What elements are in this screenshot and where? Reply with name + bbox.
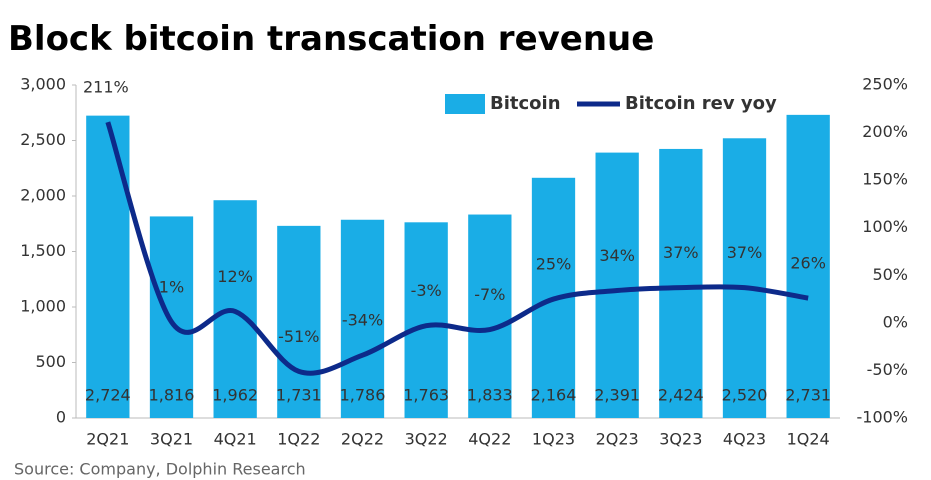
bar bbox=[340, 219, 385, 418]
bar-value-label: 1,763 bbox=[403, 386, 449, 405]
bar-value-label: 2,731 bbox=[785, 386, 831, 405]
x-tick-label: 2Q21 bbox=[86, 430, 129, 449]
legend-label: Bitcoin rev yoy bbox=[625, 93, 777, 114]
line-value-label: 211% bbox=[83, 78, 129, 97]
x-tick-label: 1Q24 bbox=[787, 430, 830, 449]
line-value-label: -3% bbox=[411, 281, 442, 300]
chart-title: Block bitcoin transcation revenue bbox=[8, 19, 654, 59]
y2-tick-label: 250% bbox=[862, 75, 908, 94]
y2-tick-label: 150% bbox=[862, 170, 908, 189]
x-tick-label: 3Q22 bbox=[405, 430, 448, 449]
y2-tick-label: -100% bbox=[856, 408, 908, 427]
y2-tick-label: 100% bbox=[862, 217, 908, 236]
line-value-label: 37% bbox=[663, 243, 699, 262]
bar bbox=[659, 148, 703, 418]
y-tick-label: 2,000 bbox=[20, 186, 66, 205]
x-tick-label: 1Q22 bbox=[277, 430, 320, 449]
bar bbox=[404, 222, 448, 418]
y-tick-label: 2,500 bbox=[20, 130, 66, 149]
bar-value-label: 1,786 bbox=[340, 386, 386, 405]
y2-tick-label: 50% bbox=[872, 265, 908, 284]
y-tick-label: 1,000 bbox=[20, 297, 66, 316]
bar-value-label: 2,164 bbox=[531, 386, 577, 405]
x-tick-label: 1Q23 bbox=[532, 430, 575, 449]
line bbox=[105, 121, 809, 376]
y-tick-label: 500 bbox=[35, 352, 66, 371]
bar bbox=[722, 138, 767, 418]
bar-value-label: 2,424 bbox=[658, 386, 704, 405]
line-value-label: -7% bbox=[474, 285, 505, 304]
line-value-label: -51% bbox=[278, 327, 319, 346]
line-value-label: 25% bbox=[536, 255, 572, 274]
x-tick-label: 4Q21 bbox=[214, 430, 257, 449]
bar bbox=[595, 152, 639, 418]
bar-value-label: 1,816 bbox=[149, 386, 195, 405]
line-value-label: 34% bbox=[599, 246, 635, 265]
bar-value-label: 2,391 bbox=[594, 386, 640, 405]
bar-value-label: 2,520 bbox=[722, 386, 768, 405]
bar-value-label: 1,731 bbox=[276, 386, 322, 405]
x-tick-label: 2Q22 bbox=[341, 430, 384, 449]
x-tick-label: 2Q23 bbox=[596, 430, 639, 449]
bar bbox=[277, 225, 321, 418]
y2-tick-label: 200% bbox=[862, 122, 908, 141]
bar-value-label: 1,962 bbox=[212, 386, 258, 405]
bar bbox=[86, 115, 130, 419]
bar-value-label: 2,724 bbox=[85, 386, 131, 405]
y-tick-label: 3,000 bbox=[20, 75, 66, 94]
line-value-label: 12% bbox=[217, 267, 253, 286]
legend-label: Bitcoin bbox=[490, 93, 561, 114]
line-value-label: -34% bbox=[342, 311, 383, 330]
line-value-label: 37% bbox=[727, 243, 763, 262]
x-tick-label: 4Q22 bbox=[468, 430, 511, 449]
legend-swatch bbox=[445, 94, 485, 114]
x-tick-label: 3Q23 bbox=[659, 430, 702, 449]
y2-tick-label: 0% bbox=[883, 312, 908, 331]
y2-tick-label: -50% bbox=[867, 360, 908, 379]
y-tick-label: 1,500 bbox=[20, 241, 66, 260]
source: Source: Company, Dolphin Research bbox=[14, 460, 306, 479]
line-value-label: 26% bbox=[790, 254, 826, 273]
line-value-label: 1% bbox=[159, 277, 184, 296]
bar bbox=[786, 114, 830, 418]
y-tick-label: 0 bbox=[56, 408, 66, 427]
x-tick-label: 4Q23 bbox=[723, 430, 766, 449]
bar bbox=[468, 214, 512, 418]
bar-value-label: 1,833 bbox=[467, 386, 513, 405]
x-tick-label: 3Q21 bbox=[150, 430, 193, 449]
